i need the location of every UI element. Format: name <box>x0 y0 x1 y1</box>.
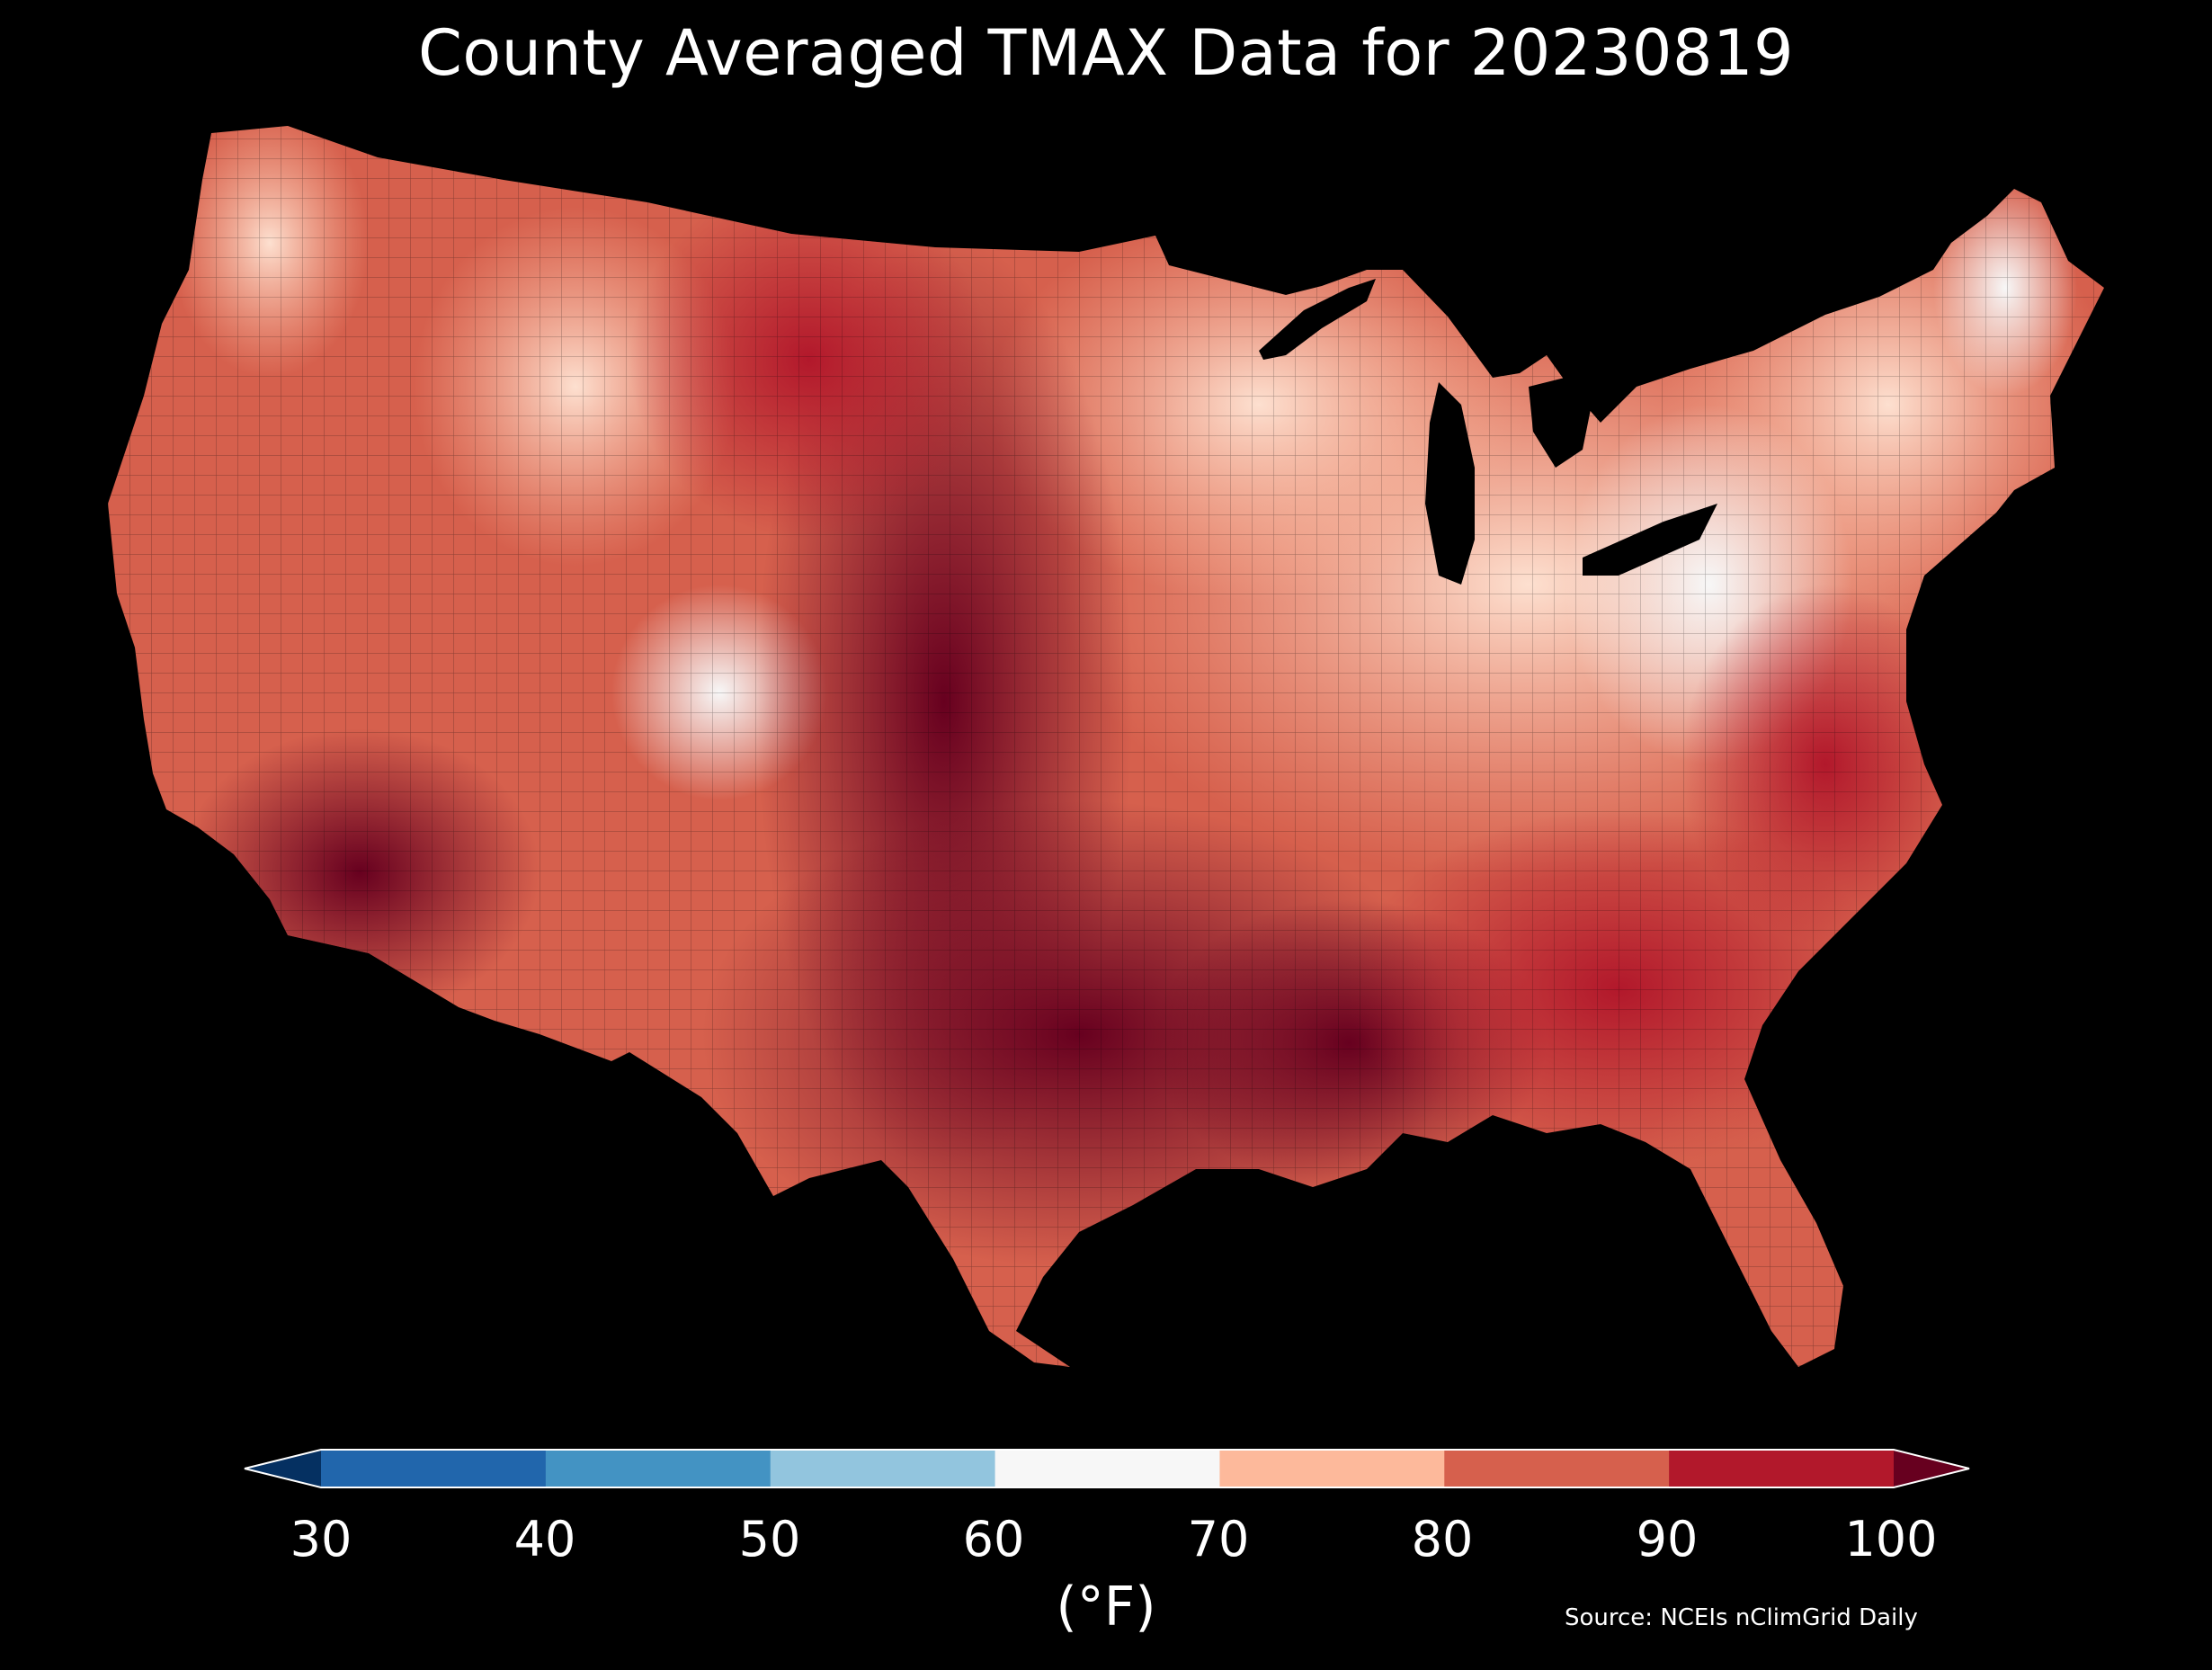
colorbar-segment <box>770 1450 996 1487</box>
colorbar-segment <box>995 1450 1220 1487</box>
colorbar-extend-low <box>245 1450 321 1487</box>
temperature-field <box>108 126 2104 1367</box>
colorbar-tick: 100 <box>1844 1511 1938 1567</box>
colorbar-tick: 70 <box>1187 1511 1250 1567</box>
map-title: County Averaged TMAX Data for 20230819 <box>417 16 1795 90</box>
colorbar-tick: 60 <box>962 1511 1025 1567</box>
colorbar-svg <box>244 1449 1970 1488</box>
colorbar-tick: 30 <box>290 1511 352 1567</box>
colorbar-segment <box>1219 1450 1445 1487</box>
colorbar-tick: 80 <box>1411 1511 1474 1567</box>
us-county-map <box>108 126 2104 1367</box>
map-area <box>108 126 2104 1367</box>
colorbar-tick: 40 <box>513 1511 576 1567</box>
colorbar-extend-high <box>1894 1450 1969 1487</box>
source-label: Source: NCEIs nClimGrid Daily <box>1565 1604 1918 1631</box>
colorbar-segment <box>1444 1450 1670 1487</box>
colorbar-segment <box>1669 1450 1895 1487</box>
great-lakes <box>1259 279 1717 585</box>
colorbar-unit-label: (°F) <box>1056 1576 1156 1639</box>
colorbar-segment <box>545 1450 772 1487</box>
colorbar-outline <box>244 1449 1970 1488</box>
colorbar-tick: 90 <box>1636 1511 1699 1567</box>
colorbar-segment <box>321 1450 547 1487</box>
colorbar-tick: 50 <box>738 1511 801 1567</box>
colorbar <box>0 1439 2212 1666</box>
